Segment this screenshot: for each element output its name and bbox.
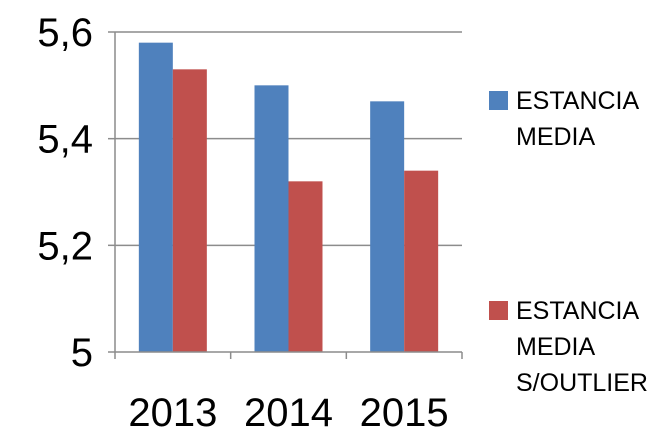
legend-label-0-line-0: ESTANCIA	[516, 87, 639, 115]
legend-swatch-0	[489, 91, 508, 110]
y-tick-labels: 5 5,2 5,4 5,6	[37, 11, 93, 375]
axes	[108, 31, 463, 359]
bars	[138, 42, 439, 353]
legend-label-1-line-0: ESTANCIA	[516, 297, 639, 325]
bar-2013-series-1	[172, 69, 207, 352]
y-tick-label-3: 5,6	[37, 11, 93, 55]
y-tick-label-2: 5,4	[37, 118, 93, 162]
legend-label-1-line-1: MEDIA	[516, 333, 596, 361]
bar-2014-series-1	[288, 181, 323, 352]
x-tick-label-2014: 2014	[244, 391, 333, 427]
x-tick-label-2013: 2013	[128, 391, 217, 427]
legend-label-1: ESTANCIA MEDIA S/OUTLIER	[516, 297, 648, 397]
bar-2014-series-0	[254, 85, 289, 352]
legend-label-0-line-1: MEDIA	[516, 123, 596, 151]
bar-2015-series-1	[404, 170, 439, 352]
legend-label-1-line-2: S/OUTLIER	[516, 369, 648, 397]
x-tick-labels: 2013 2014 2015	[128, 391, 449, 432]
legend-label-0: ESTANCIA MEDIA	[516, 87, 639, 151]
legend: ESTANCIA MEDIA ESTANCIA MEDIA S/OUTLIER	[489, 87, 648, 397]
bar-2015-series-0	[370, 101, 405, 352]
bar-2013-series-0	[138, 42, 173, 353]
legend-swatch-1	[489, 301, 508, 320]
y-tick-label-0: 5	[71, 331, 93, 375]
x-tick-label-2015: 2015	[360, 391, 449, 427]
y-tick-label-1: 5,2	[37, 224, 93, 268]
